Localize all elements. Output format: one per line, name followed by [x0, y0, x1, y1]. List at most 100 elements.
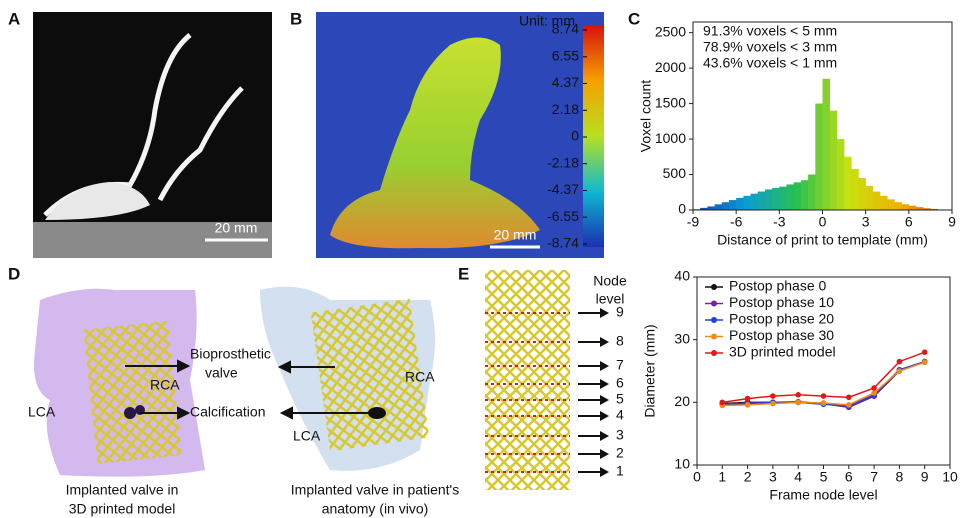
y-axis-label: Voxel count [638, 80, 654, 152]
x-tick-label: 3 [769, 469, 777, 485]
y-tick-label: 10 [674, 456, 690, 472]
x-tick-label: 3 [862, 214, 870, 230]
data-point [897, 359, 903, 365]
caption: Implanted valve in [66, 482, 179, 498]
legend-label: Postop phase 30 [729, 327, 834, 343]
panel-label: A [8, 9, 20, 28]
x-tick-label: 10 [942, 469, 958, 485]
histogram-bar [902, 204, 909, 210]
panel-label: C [628, 9, 640, 28]
x-tick-label: 8 [896, 469, 904, 485]
data-point [795, 392, 801, 398]
colorbar-tick-label: 0 [571, 128, 579, 144]
node-level: 7 [616, 357, 624, 373]
legend-label: Postop phase 20 [729, 311, 834, 327]
annotation: Calcification [190, 404, 265, 420]
annotation: valve [205, 365, 238, 381]
legend-marker [711, 284, 717, 290]
valve-images [34, 287, 435, 477]
annotation: LCA [293, 428, 321, 444]
scale-bar-label: 20 mm [215, 220, 258, 236]
histogram-bar [894, 202, 901, 210]
histogram-bar [887, 199, 894, 210]
x-tick-label: 6 [845, 469, 853, 485]
histogram-bar [815, 104, 822, 210]
node-level: 4 [616, 407, 624, 423]
y-tick-label: 1500 [655, 94, 686, 110]
histogram-bar [844, 157, 851, 210]
legend-marker [711, 350, 717, 356]
data-point [720, 400, 726, 406]
annotation: LCA [28, 404, 56, 420]
arrow-head [600, 411, 609, 421]
histogram-bar [751, 194, 758, 210]
annotation: RCA [150, 377, 180, 393]
histogram-bar [873, 192, 880, 210]
histogram-bar [808, 175, 815, 210]
data-point [846, 395, 852, 401]
annotation: RCA [405, 369, 435, 385]
histogram-bar [866, 186, 873, 210]
legend-marker [711, 317, 717, 323]
y-tick-label: 1000 [655, 130, 686, 146]
annotation: 78.9% voxels < 3 mm [703, 39, 837, 55]
x-tick-label: 1 [718, 469, 726, 485]
histogram-bar [722, 202, 729, 210]
data-point [846, 402, 852, 408]
arrow-head [600, 361, 609, 371]
colorbar-tick-label: -8.74 [547, 235, 579, 251]
caption: anatomy (in vivo) [322, 501, 429, 517]
histogram-bar [779, 187, 786, 210]
histogram-bar [909, 206, 916, 210]
caption: 3D printed model [69, 501, 176, 517]
figure: A 20 mm B Unit: mm 20 mm 8.746.554.372.1… [0, 0, 963, 518]
arrow-head [600, 395, 609, 405]
y-tick-label: 0 [678, 201, 686, 217]
x-tick-label: 4 [794, 469, 802, 485]
histogram-bar [851, 169, 858, 210]
colorbar-tick-label: 4.37 [552, 74, 579, 90]
data-point [871, 385, 877, 391]
histogram-bar [707, 206, 714, 210]
histogram-bar [801, 180, 808, 210]
colorbar-tick-label: -2.18 [547, 154, 579, 170]
arrow-head [600, 449, 609, 459]
scale-bar-label: 20 mm [494, 227, 537, 243]
histogram-bar [743, 196, 750, 210]
node-level: 5 [616, 391, 624, 407]
arrow-head [600, 379, 609, 389]
legend-label: Postop phase 0 [729, 278, 827, 294]
colorbar-tick-label: 8.74 [552, 21, 579, 37]
colorbar-tick-label: 2.18 [552, 101, 579, 117]
node-level: 1 [616, 463, 624, 479]
data-point [821, 400, 827, 406]
y-tick-label: 2500 [655, 23, 686, 39]
data-point [795, 400, 801, 406]
histogram-bar [858, 178, 865, 210]
panel-label: E [458, 264, 469, 283]
x-tick-label: 2 [744, 469, 752, 485]
node-level: 3 [616, 427, 624, 443]
x-tick-label: 0 [693, 469, 701, 485]
annotation: Bioprosthetic [190, 346, 271, 362]
node-level: 2 [616, 445, 624, 461]
x-tick-label: -3 [773, 214, 786, 230]
arrow-head [600, 337, 609, 347]
x-tick-label: -6 [730, 214, 743, 230]
colorbar-tick-label: -4.37 [547, 181, 579, 197]
histogram-bar [837, 139, 844, 210]
x-tick-label: 9 [948, 214, 956, 230]
y-tick-label: 40 [674, 268, 690, 284]
x-tick-label: 5 [820, 469, 828, 485]
data-point [745, 402, 751, 408]
histogram-bar [823, 79, 830, 210]
x-axis-label: Frame node level [769, 487, 877, 503]
data-point [922, 349, 928, 355]
x-tick-label: 7 [870, 469, 878, 485]
y-tick-label: 20 [674, 393, 690, 409]
histogram-bar [772, 188, 779, 210]
panel-label: D [8, 264, 20, 283]
series-line [722, 362, 924, 405]
histogram-bar [736, 198, 743, 210]
y-axis-label: Diameter (mm) [642, 324, 658, 417]
